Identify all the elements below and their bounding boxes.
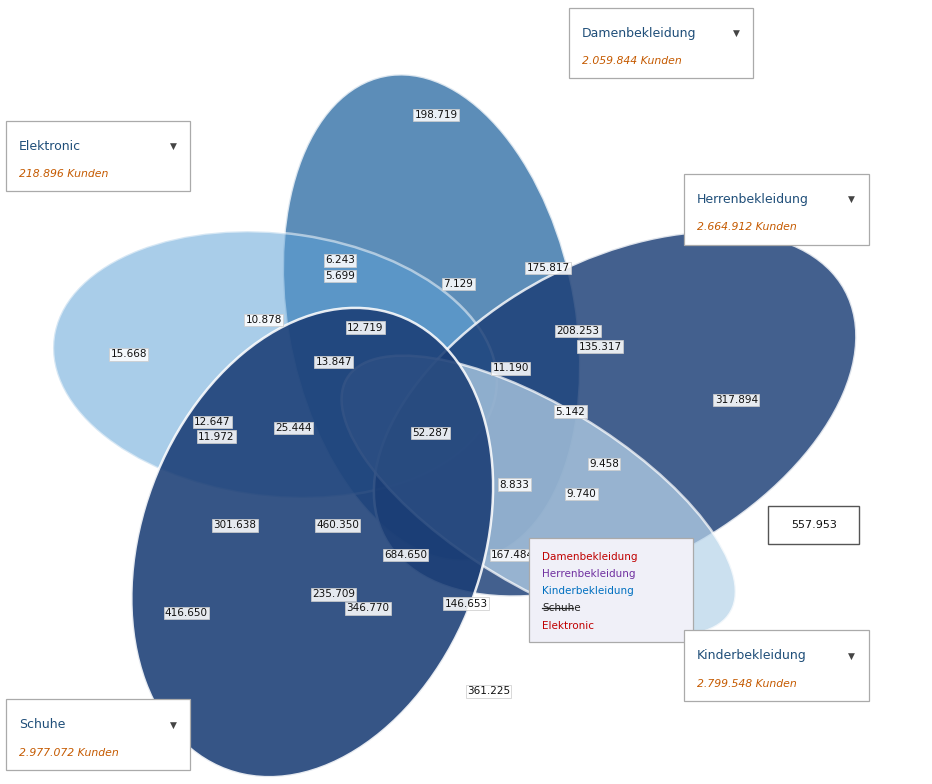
Text: Kinderbekleidung: Kinderbekleidung	[697, 649, 807, 662]
Text: 52.287: 52.287	[412, 428, 449, 437]
Text: 12.719: 12.719	[347, 323, 384, 332]
Text: 8.833: 8.833	[500, 480, 529, 489]
Text: 13.847: 13.847	[315, 358, 352, 367]
Ellipse shape	[282, 74, 581, 561]
Text: 11.190: 11.190	[492, 364, 529, 373]
Text: Schuhe: Schuhe	[542, 604, 581, 613]
Text: ▼: ▼	[170, 720, 177, 729]
Text: Kinderbekleidung: Kinderbekleidung	[542, 586, 634, 596]
Text: 346.770: 346.770	[347, 604, 390, 613]
Text: Schuhe: Schuhe	[19, 718, 65, 731]
Text: Damenbekleidung: Damenbekleidung	[542, 552, 637, 561]
FancyBboxPatch shape	[569, 8, 753, 78]
Text: ▼: ▼	[170, 142, 177, 151]
Text: 416.650: 416.650	[165, 608, 208, 618]
Text: Elektronic: Elektronic	[19, 140, 81, 153]
Text: 15.668: 15.668	[110, 350, 147, 359]
Text: Herrenbekleidung: Herrenbekleidung	[697, 193, 809, 206]
Text: 12.647: 12.647	[194, 417, 231, 426]
Text: 6.243: 6.243	[325, 256, 355, 265]
Text: ▼: ▼	[848, 195, 856, 204]
Text: 175.817: 175.817	[527, 263, 569, 273]
Text: Damenbekleidung: Damenbekleidung	[582, 27, 696, 40]
Text: 460.350: 460.350	[316, 521, 359, 530]
Text: Herrenbekleidung: Herrenbekleidung	[542, 569, 636, 579]
Text: 361.225: 361.225	[467, 687, 510, 696]
Text: 10.878: 10.878	[245, 315, 282, 325]
Text: 208.253: 208.253	[556, 326, 599, 336]
Text: 146.653: 146.653	[445, 599, 487, 608]
FancyBboxPatch shape	[684, 630, 869, 701]
FancyBboxPatch shape	[6, 699, 190, 770]
Text: Elektronic: Elektronic	[542, 621, 595, 630]
Text: 301.638: 301.638	[213, 521, 256, 530]
Text: 218.896 Kunden: 218.896 Kunden	[19, 169, 108, 179]
Ellipse shape	[374, 231, 857, 597]
Text: 11.972: 11.972	[198, 432, 235, 441]
Text: 5.142: 5.142	[555, 407, 585, 416]
FancyBboxPatch shape	[6, 121, 190, 191]
Text: 557.953: 557.953	[790, 521, 837, 530]
Text: 7.129: 7.129	[444, 279, 473, 289]
Text: 2.799.548 Kunden: 2.799.548 Kunden	[697, 679, 797, 688]
Text: 25.444: 25.444	[275, 423, 312, 433]
Text: ▼: ▼	[733, 29, 740, 38]
Ellipse shape	[53, 231, 497, 498]
Text: 2.977.072 Kunden: 2.977.072 Kunden	[19, 748, 118, 757]
Text: 5.699: 5.699	[325, 271, 355, 281]
Text: 2.059.844 Kunden: 2.059.844 Kunden	[582, 56, 681, 66]
Text: 317.894: 317.894	[715, 395, 758, 405]
Text: 235.709: 235.709	[312, 590, 355, 599]
FancyBboxPatch shape	[684, 174, 869, 245]
Text: 198.719: 198.719	[415, 111, 458, 120]
Ellipse shape	[131, 308, 493, 777]
Text: 2.664.912 Kunden: 2.664.912 Kunden	[697, 223, 797, 232]
Text: 9.458: 9.458	[589, 459, 619, 469]
Text: 167.484: 167.484	[491, 550, 534, 560]
Ellipse shape	[341, 356, 736, 635]
Text: ▼: ▼	[848, 652, 856, 660]
Text: 684.650: 684.650	[384, 550, 427, 560]
FancyBboxPatch shape	[768, 506, 859, 544]
Text: 9.740: 9.740	[567, 489, 596, 499]
Text: 135.317: 135.317	[579, 342, 622, 351]
FancyBboxPatch shape	[529, 538, 693, 642]
